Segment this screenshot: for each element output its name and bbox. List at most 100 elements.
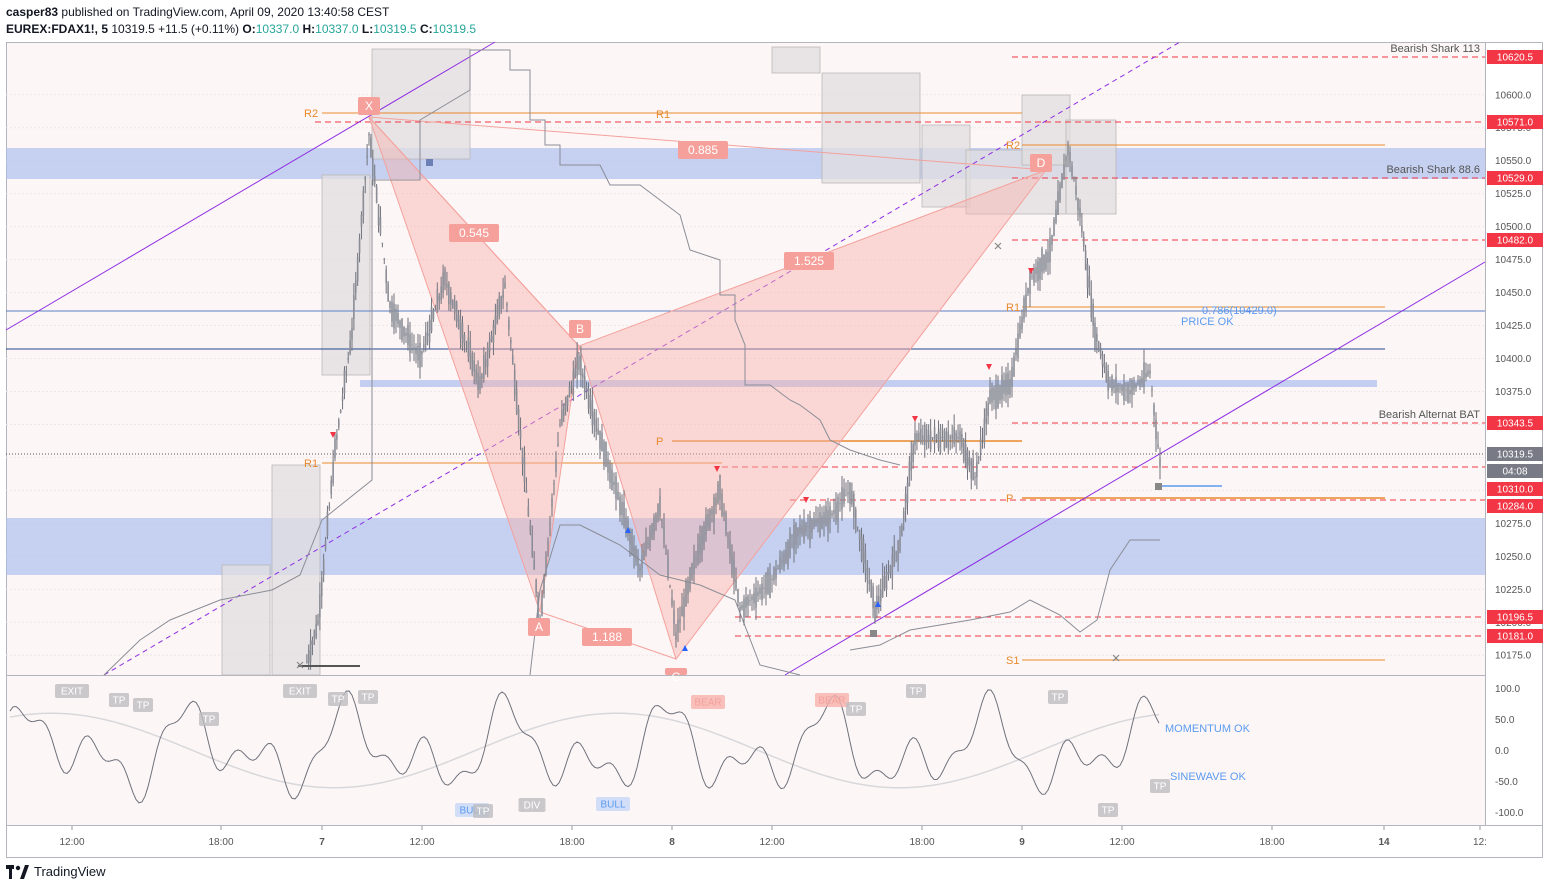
candle-body [1099,349,1102,356]
step-line [849,539,1160,651]
candle-body [823,511,825,524]
time-tick-label: 12:00 [1109,837,1134,848]
candle-body [320,576,323,597]
candle-body [411,344,413,346]
author[interactable]: casper83 [6,5,59,19]
candle-body [862,539,865,564]
candle-body [1096,333,1098,342]
osc-badge [1048,690,1068,704]
time-tick-label: 8 [669,837,675,848]
osc-badge [55,684,89,698]
symbol-name[interactable]: EUREX:FDAX1!, 5 [6,22,109,36]
candle-body [372,158,374,177]
upper-trendline[interactable] [5,41,496,331]
osc-badge-label: EXIT [289,687,311,698]
candle-body [319,594,321,618]
ratio-label-1: 0.545 [459,226,489,240]
price-badge [1487,233,1543,247]
candle-body [908,461,911,487]
dashed-channel-line[interactable] [103,41,1181,676]
candle-body [595,418,597,432]
level-band[interactable] [360,380,1377,387]
osc-badge [283,684,317,698]
candle-body [1031,276,1033,278]
oscillator-axis[interactable]: 100.0 50.0 0.0 -50.0 -100.0 [1495,684,1524,819]
candle-body [858,529,861,540]
tradingview-logo[interactable]: TradingView [6,864,106,879]
pivot-label: P [656,436,663,448]
candle-body [906,482,909,503]
candle-body [647,542,649,545]
pivot-label: R1 [1006,302,1020,314]
candle-body [1077,197,1079,210]
candle-body [1051,235,1053,245]
price-badge-label: 10482.0 [1497,236,1534,247]
candle-body [434,308,437,311]
candle-body [345,371,348,373]
candle-body [912,444,914,463]
candle-body [901,526,903,537]
osc-badge-label: TP [137,701,150,712]
candle-body [306,661,308,663]
candle-body [743,598,745,617]
lower-trendline[interactable] [784,261,1486,676]
candle-body [313,630,316,639]
resistance-zone[interactable] [6,148,1485,179]
candle-body [570,386,573,388]
candle-body [757,591,759,597]
candle-body [1079,207,1081,217]
candle-body [1073,180,1075,182]
candle-body [1082,236,1085,247]
candle-body [1059,183,1061,201]
candle-body [362,190,365,216]
candle-body [669,585,671,587]
candle-body [819,512,821,537]
candle-body [498,296,501,317]
candle-body [839,503,841,505]
candle-body [1065,156,1067,161]
osc-badge-label: TP [850,705,863,716]
price-tick-label: 10600.0 [1495,90,1532,101]
candle-body [943,430,946,451]
point-x-label: X [365,99,373,113]
oscillator-pane[interactable] [6,676,1485,825]
candle-body [613,481,615,485]
candle-body [549,522,551,525]
candle-body [502,290,504,299]
candle-body [639,567,641,571]
candle-body [876,595,878,610]
candle-body [521,447,524,465]
candle-body [655,513,657,522]
candle-body [484,358,487,368]
candle-body [508,319,510,330]
candle-body [561,409,563,424]
candle-body [580,355,582,376]
candle-body [847,492,849,495]
candle-body [795,523,797,545]
brand-name: TradingView [34,864,106,879]
candle-body [657,504,659,521]
candle-body [389,301,391,309]
time-axis[interactable]: 12:00 18:00 7 12:00 18:00 8 12:00 18:00 9 12:00 18… [59,826,1487,848]
osc-badge-label: TP [113,696,126,707]
candle-body [426,333,429,336]
candle-body [821,515,823,528]
candle-body [683,596,685,618]
symbol-line: EUREX:FDAX1!, 5 10319.5 +11.5 (+0.11%) O… [6,22,476,36]
candle-body [1043,254,1045,271]
candle-body [793,525,795,550]
osc-badge [518,798,546,812]
candle-body [929,430,932,450]
price-candles[interactable] [306,132,1161,670]
candle-body [370,137,372,158]
candle-body [455,301,458,323]
candle-body [771,578,773,581]
candle-body [555,459,557,472]
candle-body [633,546,635,556]
candle-body [448,283,450,305]
candle-body [1005,374,1007,396]
close-label: C: [419,22,433,36]
candle-body [486,347,489,367]
candle-body [966,449,969,470]
